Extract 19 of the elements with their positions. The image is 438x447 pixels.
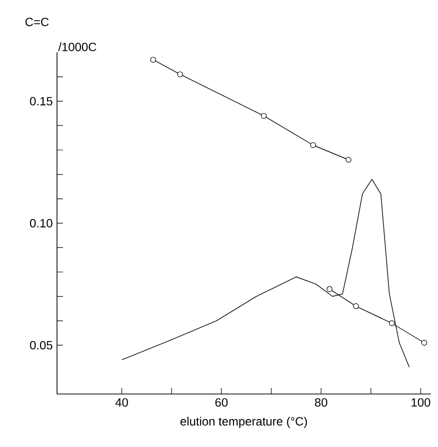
y-tick-label: 0.15 xyxy=(30,96,52,106)
point xyxy=(177,71,183,78)
y-axis-title: C=C xyxy=(25,18,49,26)
x-tick-label: 100 xyxy=(412,398,430,407)
point xyxy=(388,320,395,326)
x-tick-label: 40 xyxy=(115,398,128,407)
x-tick-label: 80 xyxy=(314,398,328,407)
point xyxy=(421,340,428,346)
x-axis-title: elution temperature (°C) xyxy=(180,416,307,428)
text: /1000C xyxy=(58,42,96,52)
point xyxy=(310,142,316,148)
point xyxy=(260,112,267,119)
point xyxy=(150,56,156,63)
point xyxy=(346,156,352,163)
point xyxy=(326,286,332,292)
point xyxy=(353,303,359,310)
y-tick-label: 0.05 xyxy=(30,340,52,350)
x-tick-label: 60 xyxy=(215,398,228,407)
y-tick-label: 0.10 xyxy=(30,218,52,228)
